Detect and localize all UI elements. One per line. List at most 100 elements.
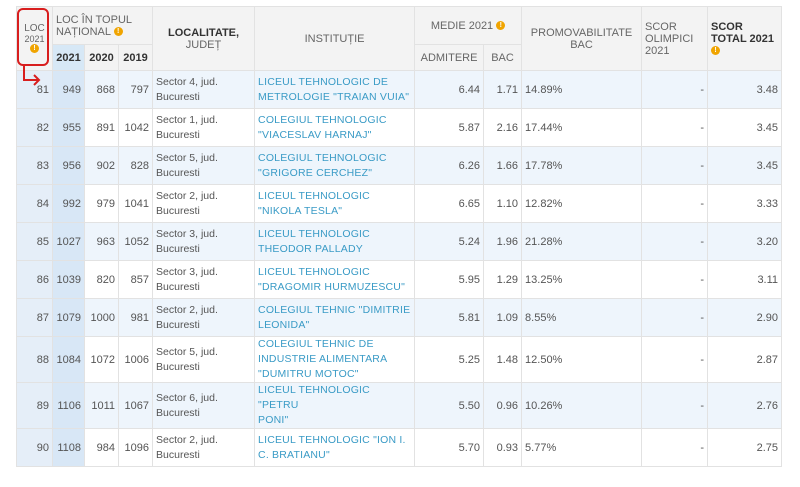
info-icon[interactable]: ! xyxy=(711,46,721,56)
institution-link[interactable]: COLEGIUL TEHNOLOGIC "GRIGORE CERCHEZ" xyxy=(254,146,416,185)
table-row[interactable]: 81 949 868 797 Sector 4, jud. Bucuresti LICEUL… xyxy=(16,70,783,109)
cell-loc: 84 xyxy=(16,184,53,223)
cell-loc: 82 xyxy=(16,108,53,147)
header-institutie-label: INSTITUȚIE xyxy=(304,32,365,45)
header-medie[interactable]: MEDIE 2021 ! xyxy=(414,6,523,45)
table-row[interactable]: 90 1108 984 1096 Sector 2, jud. Bucuresti LICE… xyxy=(16,428,783,467)
info-icon[interactable]: ! xyxy=(496,21,506,31)
locality-line: Sector 3, jud. xyxy=(156,227,218,240)
cell-promovabilitate: 21.28% xyxy=(521,222,643,261)
header-promovabilitate[interactable]: PROMOVABILITATE BAC xyxy=(521,6,643,71)
table-row[interactable]: 88 1084 1072 1006 Sector 5, jud. Bucuresti COL… xyxy=(16,336,783,383)
header-year-2019[interactable]: 2019 xyxy=(117,44,154,71)
locality-line: Sector 3, jud. xyxy=(156,265,218,278)
table-row[interactable]: 85 1027 963 1052 Sector 3, jud. Bucuresti LICE… xyxy=(16,222,783,261)
cell-promovabilitate: 12.82% xyxy=(521,184,643,223)
cell-rank-2021: 1039 xyxy=(52,260,85,299)
header-scor-olimpici[interactable]: SCOR OLIMPICI 2021 xyxy=(641,6,709,71)
cell-rank-2020: 868 xyxy=(84,70,119,109)
table-row[interactable]: 86 1039 820 857 Sector 3, jud. Bucuresti LICEU… xyxy=(16,260,783,299)
cell-scor-olimpici: - xyxy=(641,382,709,429)
institution-name-line: LICEUL TEHNOLOGIC "ION I. xyxy=(258,433,406,446)
header-loc-year: 2021 xyxy=(24,33,45,44)
header-judet-label: JUDEȚ xyxy=(185,38,222,51)
locality-line: Sector 2, jud. xyxy=(156,189,218,202)
cell-locality: Sector 6, jud. Bucuresti xyxy=(152,382,256,429)
institution-name-line: COLEGIUL TEHNOLOGIC xyxy=(258,113,387,126)
cell-admitere: 5.24 xyxy=(414,222,485,261)
table-row[interactable]: 89 1106 1011 1067 Sector 6, jud. Bucuresti LIC… xyxy=(16,382,783,429)
cell-locality: Sector 4, jud. Bucuresti xyxy=(152,70,256,109)
header-bac[interactable]: BAC xyxy=(483,44,523,71)
cell-admitere: 5.95 xyxy=(414,260,485,299)
cell-scor-total: 3.45 xyxy=(707,146,783,185)
header-localitate[interactable]: LOCALITATE, JUDEȚ xyxy=(152,6,256,71)
cell-rank-2020: 979 xyxy=(84,184,119,223)
institution-link[interactable]: COLEGIUL TEHNIC DE INDUSTRIE ALIMENTARA "D… xyxy=(254,336,416,383)
institution-name-line: THEODOR PALLADY xyxy=(258,242,363,255)
cell-rank-2020: 891 xyxy=(84,108,119,147)
header-year-2021[interactable]: 2021 xyxy=(52,44,85,71)
institution-link[interactable]: LICEUL TEHNOLOGIC "NIKOLA TESLA" xyxy=(254,184,416,223)
cell-scor-total: 2.90 xyxy=(707,298,783,337)
cell-rank-2020: 963 xyxy=(84,222,119,261)
header-institutie[interactable]: INSTITUȚIE xyxy=(254,6,416,71)
cell-scor-olimpici: - xyxy=(641,298,709,337)
cell-bac: 1.96 xyxy=(483,222,523,261)
institution-name-line: COLEGIUL TEHNOLOGIC xyxy=(258,151,387,164)
header-scor-total-label: SCOR TOTAL 2021 xyxy=(711,20,775,45)
cell-scor-olimpici: - xyxy=(641,428,709,467)
cell-admitere: 5.25 xyxy=(414,336,485,383)
cell-rank-2021: 956 xyxy=(52,146,85,185)
cell-rank-2019: 981 xyxy=(117,298,154,337)
county-line: Bucuresti xyxy=(156,90,200,103)
locality-line: Sector 6, jud. xyxy=(156,391,218,404)
institution-name-line: "NIKOLA TESLA" xyxy=(258,204,343,217)
cell-promovabilitate: 17.78% xyxy=(521,146,643,185)
institution-link[interactable]: LICEUL TEHNOLOGIC "ION I. C. BRATIANU" xyxy=(254,428,416,467)
institution-name-line: "VIACESLAV HARNAJ" xyxy=(258,128,372,141)
header-year-2020[interactable]: 2020 xyxy=(84,44,119,71)
cell-locality: Sector 3, jud. Bucuresti xyxy=(152,260,256,299)
locality-line: Sector 2, jud. xyxy=(156,303,218,316)
cell-bac: 0.93 xyxy=(483,428,523,467)
county-line: Bucuresti xyxy=(156,448,200,461)
header-scor-total[interactable]: SCOR TOTAL 2021 ! xyxy=(707,6,783,71)
institution-link[interactable]: COLEGIUL TEHNIC "DIMITRIE LEONIDA" xyxy=(254,298,416,337)
cell-bac: 1.09 xyxy=(483,298,523,337)
cell-rank-2019: 1067 xyxy=(117,382,154,429)
institution-link[interactable]: LICEUL TEHNOLOGIC THEODOR PALLADY xyxy=(254,222,416,261)
cell-loc: 89 xyxy=(16,382,53,429)
cell-admitere: 5.70 xyxy=(414,428,485,467)
cell-loc: 85 xyxy=(16,222,53,261)
info-icon[interactable]: ! xyxy=(30,44,39,54)
institution-link[interactable]: LICEUL TEHNOLOGIC "PETRU PONI" xyxy=(254,382,416,429)
table-row[interactable]: 87 1079 1000 981 Sector 2, jud. Bucuresti COLE… xyxy=(16,298,783,337)
ranking-rows: 81 949 868 797 Sector 4, jud. Bucuresti LICEUL… xyxy=(16,70,783,467)
county-line: Bucuresti xyxy=(156,242,200,255)
institution-name-line: INDUSTRIE ALIMENTARA xyxy=(258,353,388,365)
arrow-down-right-icon xyxy=(23,64,41,86)
institution-name-line: LICEUL TEHNOLOGIC "PETRU xyxy=(258,384,370,411)
header-loc-top[interactable]: LOC ÎN TOPUL NAȚIONAL ! xyxy=(51,6,154,45)
institution-link[interactable]: COLEGIUL TEHNOLOGIC "VIACESLAV HARNAJ" xyxy=(254,108,416,147)
institution-name-line: "DUMITRU MOTOC" xyxy=(258,368,359,380)
cell-rank-2019: 797 xyxy=(117,70,154,109)
cell-admitere: 5.87 xyxy=(414,108,485,147)
table-row[interactable]: 82 955 891 1042 Sector 1, jud. Bucuresti COLEG… xyxy=(16,108,783,147)
table-row[interactable]: 83 956 902 828 Sector 5, jud. Bucuresti COLEGI… xyxy=(16,146,783,185)
table-row[interactable]: 84 992 979 1041 Sector 2, jud. Bucuresti LICEU… xyxy=(16,184,783,223)
cell-scor-total: 3.48 xyxy=(707,70,783,109)
ranking-table-wrapper: LOC 2021 ! LOC ÎN TOPUL NAȚIONAL ! LOCAL… xyxy=(16,6,783,467)
info-icon[interactable]: ! xyxy=(113,27,123,37)
institution-name-line: PONI" xyxy=(258,414,289,426)
institution-link[interactable]: LICEUL TEHNOLOGIC DE METROLOGIE "TRAIAN V… xyxy=(254,70,416,109)
county-line: Bucuresti xyxy=(156,318,200,331)
header-admitere[interactable]: ADMITERE xyxy=(414,44,485,71)
county-line: Bucuresti xyxy=(156,280,200,293)
cell-scor-olimpici: - xyxy=(641,260,709,299)
institution-link[interactable]: LICEUL TEHNOLOGIC "DRAGOMIR HURMUZESCU" xyxy=(254,260,416,299)
cell-bac: 1.66 xyxy=(483,146,523,185)
institution-name-line: LICEUL TEHNOLOGIC xyxy=(258,265,370,278)
institution-name-line: COLEGIUL TEHNIC DE xyxy=(258,338,374,350)
